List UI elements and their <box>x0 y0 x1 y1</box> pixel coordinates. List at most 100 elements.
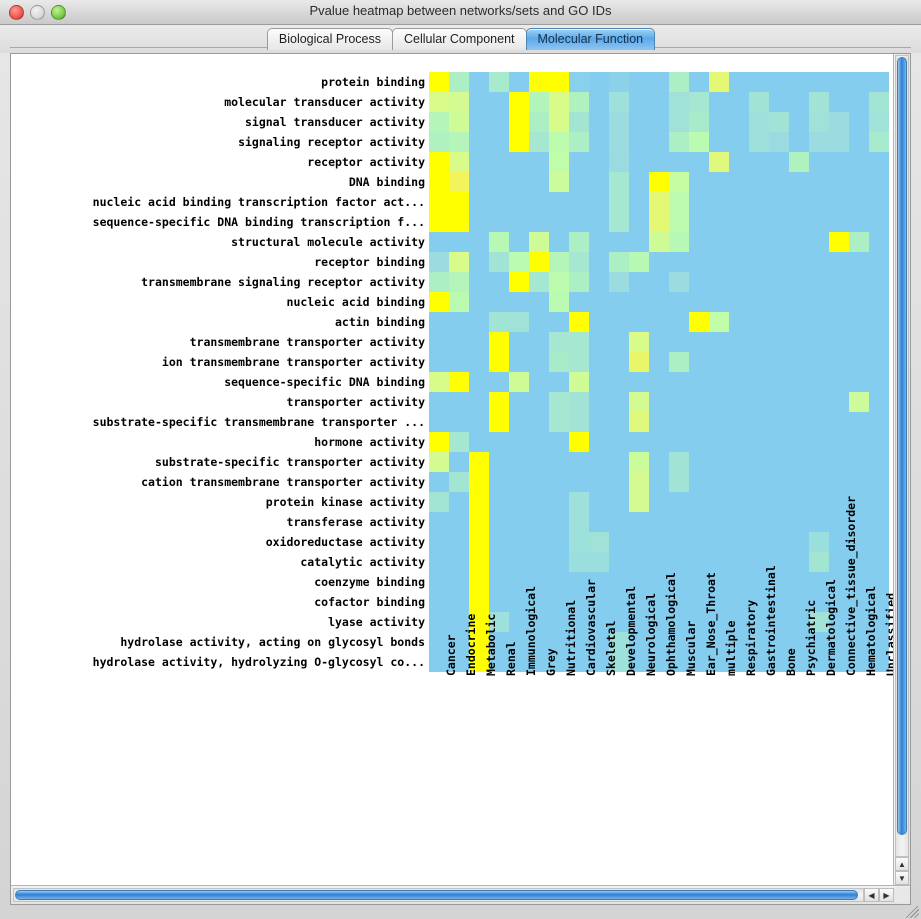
heatmap-cell[interactable] <box>649 192 669 212</box>
heatmap-cell[interactable] <box>689 192 709 212</box>
vertical-scroll-track[interactable] <box>895 55 909 857</box>
heatmap-cell[interactable] <box>669 652 689 672</box>
heatmap-cell[interactable] <box>729 152 749 172</box>
heatmap-cell[interactable] <box>429 412 449 432</box>
heatmap-cell[interactable] <box>729 92 749 112</box>
heatmap-cell[interactable] <box>489 432 509 452</box>
heatmap-cell[interactable] <box>569 132 589 152</box>
heatmap-cell[interactable] <box>569 312 589 332</box>
heatmap-cell[interactable] <box>709 132 729 152</box>
heatmap-cell[interactable] <box>429 612 449 632</box>
heatmap-cell[interactable] <box>809 492 829 512</box>
heatmap-cell[interactable] <box>589 572 609 592</box>
heatmap-cell[interactable] <box>729 592 749 612</box>
heatmap-cell[interactable] <box>849 192 869 212</box>
heatmap-cell[interactable] <box>429 312 449 332</box>
heatmap-cell[interactable] <box>649 292 669 312</box>
heatmap-cell[interactable] <box>809 372 829 392</box>
heatmap-cell[interactable] <box>849 592 869 612</box>
heatmap-cell[interactable] <box>489 152 509 172</box>
heatmap-cell[interactable] <box>749 172 769 192</box>
heatmap-cell[interactable] <box>509 632 529 652</box>
heatmap-cell[interactable] <box>549 332 569 352</box>
heatmap-cell[interactable] <box>429 472 449 492</box>
heatmap-cell[interactable] <box>849 392 869 412</box>
heatmap-cell[interactable] <box>829 412 849 432</box>
heatmap-cell[interactable] <box>769 372 789 392</box>
heatmap-cell[interactable] <box>769 612 789 632</box>
heatmap-cell[interactable] <box>529 372 549 392</box>
heatmap-cell[interactable] <box>509 152 529 172</box>
heatmap-cell[interactable] <box>549 92 569 112</box>
heatmap-cell[interactable] <box>729 72 749 92</box>
heatmap-cell[interactable] <box>789 452 809 472</box>
heatmap-cell[interactable] <box>549 612 569 632</box>
heatmap-cell[interactable] <box>829 152 849 172</box>
heatmap-cell[interactable] <box>489 252 509 272</box>
heatmap-cell[interactable] <box>469 172 489 192</box>
heatmap-cell[interactable] <box>649 412 669 432</box>
heatmap-cell[interactable] <box>569 572 589 592</box>
heatmap-cell[interactable] <box>569 72 589 92</box>
heatmap-cell[interactable] <box>769 552 789 572</box>
heatmap-cell[interactable] <box>609 192 629 212</box>
heatmap-cell[interactable] <box>789 632 809 652</box>
heatmap-cell[interactable] <box>749 612 769 632</box>
heatmap-cell[interactable] <box>489 492 509 512</box>
heatmap-cell[interactable] <box>529 92 549 112</box>
heatmap-cell[interactable] <box>789 72 809 92</box>
heatmap-cell[interactable] <box>449 432 469 452</box>
heatmap-cell[interactable] <box>649 112 669 132</box>
heatmap-cell[interactable] <box>729 652 749 672</box>
heatmap-cell[interactable] <box>549 632 569 652</box>
heatmap-cell[interactable] <box>589 512 609 532</box>
heatmap-cell[interactable] <box>869 172 889 192</box>
heatmap-cell[interactable] <box>529 252 549 272</box>
heatmap-cell[interactable] <box>529 412 549 432</box>
heatmap-cell[interactable] <box>469 152 489 172</box>
heatmap-cell[interactable] <box>589 392 609 412</box>
heatmap-cell[interactable] <box>609 372 629 392</box>
heatmap-cell[interactable] <box>869 412 889 432</box>
heatmap-cell[interactable] <box>529 72 549 92</box>
heatmap-cell[interactable] <box>689 252 709 272</box>
heatmap-cell[interactable] <box>749 572 769 592</box>
heatmap-cell[interactable] <box>469 292 489 312</box>
heatmap-cell[interactable] <box>429 392 449 412</box>
heatmap-cell[interactable] <box>589 152 609 172</box>
heatmap-cell[interactable] <box>649 392 669 412</box>
heatmap-cell[interactable] <box>749 552 769 572</box>
heatmap-cell[interactable] <box>869 72 889 92</box>
heatmap-cell[interactable] <box>869 192 889 212</box>
heatmap-cell[interactable] <box>489 132 509 152</box>
heatmap-cell[interactable] <box>769 272 789 292</box>
heatmap-cell[interactable] <box>429 532 449 552</box>
heatmap-cell[interactable] <box>489 592 509 612</box>
heatmap-cell[interactable] <box>709 252 729 272</box>
heatmap-cell[interactable] <box>789 372 809 392</box>
heatmap-cell[interactable] <box>449 632 469 652</box>
heatmap-cell[interactable] <box>449 312 469 332</box>
heatmap-cell[interactable] <box>849 92 869 112</box>
heatmap-cell[interactable] <box>869 472 889 492</box>
heatmap-cell[interactable] <box>709 312 729 332</box>
heatmap-cell[interactable] <box>549 492 569 512</box>
heatmap-cell[interactable] <box>529 652 549 672</box>
heatmap-cell[interactable] <box>569 492 589 512</box>
heatmap-cell[interactable] <box>469 652 489 672</box>
heatmap-cell[interactable] <box>749 232 769 252</box>
heatmap-cell[interactable] <box>729 112 749 132</box>
heatmap-cell[interactable] <box>829 172 849 192</box>
heatmap-cell[interactable] <box>849 432 869 452</box>
heatmap-cell[interactable] <box>649 612 669 632</box>
heatmap-cell[interactable] <box>709 552 729 572</box>
heatmap-cell[interactable] <box>569 452 589 472</box>
heatmap-cell[interactable] <box>489 652 509 672</box>
heatmap-cell[interactable] <box>609 452 629 472</box>
heatmap-cell[interactable] <box>809 652 829 672</box>
heatmap-cell[interactable] <box>449 192 469 212</box>
heatmap-cell[interactable] <box>729 492 749 512</box>
heatmap-cell[interactable] <box>769 572 789 592</box>
heatmap-cell[interactable] <box>869 632 889 652</box>
heatmap-cell[interactable] <box>789 332 809 352</box>
